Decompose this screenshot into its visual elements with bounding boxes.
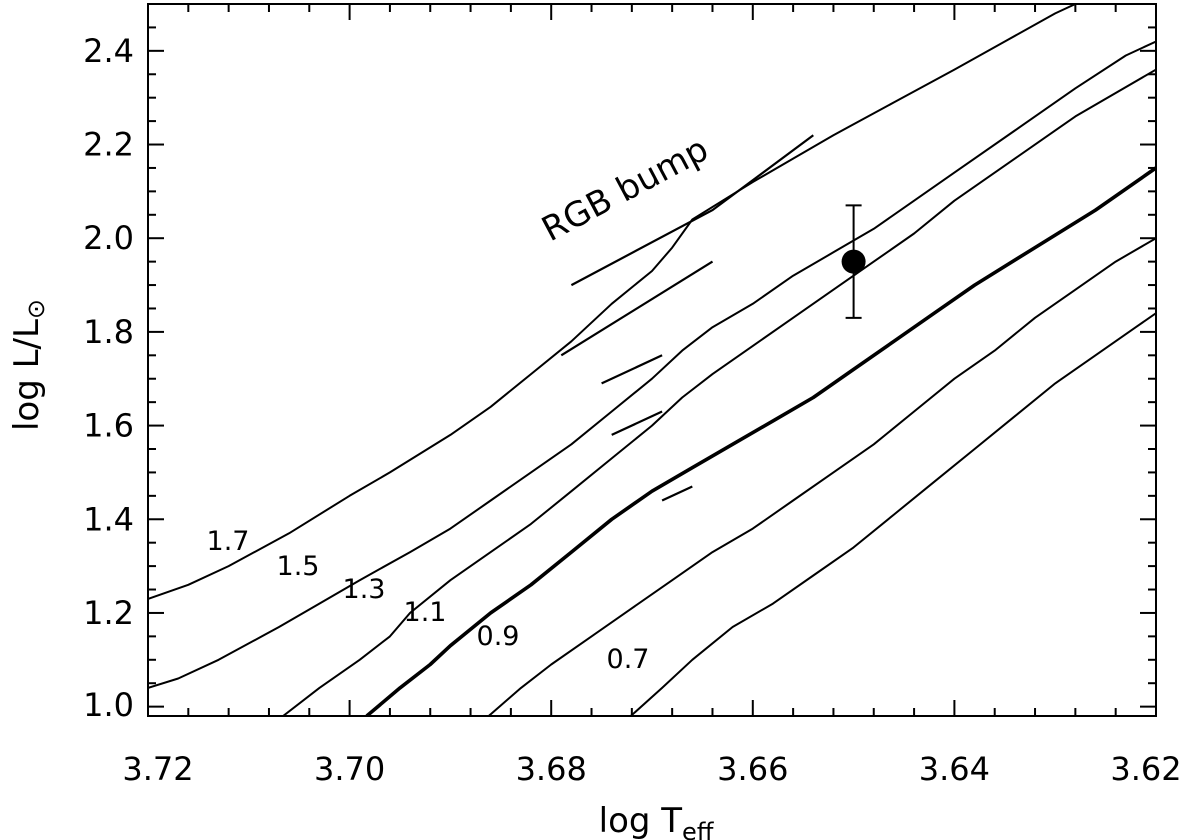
x-tick-label: 3.70 <box>314 750 385 788</box>
x-tick-label: 3.66 <box>717 750 788 788</box>
track-label-1.3: 1.3 <box>343 574 386 605</box>
track-1.7 <box>148 4 1076 600</box>
y-tick-label: 1.2 <box>83 594 134 632</box>
track-1.5 <box>148 40 1156 689</box>
track-0.7 <box>630 312 1156 716</box>
y-tick-label: 1.4 <box>83 500 134 538</box>
bump-segment-1.7 <box>570 134 814 287</box>
x-tick-label: 3.62 <box>1110 750 1181 788</box>
observation-point <box>841 204 866 319</box>
rgb-bump-segments <box>560 134 814 502</box>
track-label-1.5: 1.5 <box>277 551 320 582</box>
bump-segment-1.5 <box>560 260 714 357</box>
track-1.1 <box>365 166 1156 716</box>
bump-segment-1.3 <box>601 354 663 385</box>
plot-frame <box>147 3 1157 717</box>
track-1.3 <box>282 68 1156 716</box>
y-tick-label: 1.0 <box>83 686 134 724</box>
x-tick-label: 3.64 <box>919 750 990 788</box>
x-tick-label: 3.68 <box>516 750 587 788</box>
y-axis-title: log L/L⊙ <box>7 299 50 431</box>
y-tick-label: 2.2 <box>83 126 134 164</box>
track-mass-labels: 1.7 1.5 1.3 1.1 0.9 0.7 <box>207 526 650 675</box>
track-label-0.9: 0.9 <box>477 621 520 652</box>
track-label-1.7: 1.7 <box>207 526 250 557</box>
y-tick-label: 2.0 <box>83 219 134 257</box>
track-label-1.1: 1.1 <box>404 597 447 628</box>
x-axis-title: log Teff <box>599 801 714 840</box>
rgb-bump-annotation: RGB bump <box>535 129 714 250</box>
tick-labels: 3.72 3.70 3.68 3.66 3.64 3.62 1.0 1.2 1.4 1.6 1.8 2… <box>83 32 1182 788</box>
bump-segment-1.1 <box>611 410 663 436</box>
track-0.9 <box>488 237 1156 716</box>
axes-box <box>147 3 1157 717</box>
x-tick-label: 3.72 <box>122 750 193 788</box>
data-point <box>841 249 866 274</box>
track-label-0.7: 0.7 <box>607 644 650 675</box>
y-tick-label: 1.6 <box>83 407 134 445</box>
evolutionary-tracks <box>148 4 1156 716</box>
y-tick-label: 2.4 <box>83 32 134 70</box>
y-tick-label: 1.8 <box>83 313 134 351</box>
bump-segment-0.9 <box>661 485 693 502</box>
